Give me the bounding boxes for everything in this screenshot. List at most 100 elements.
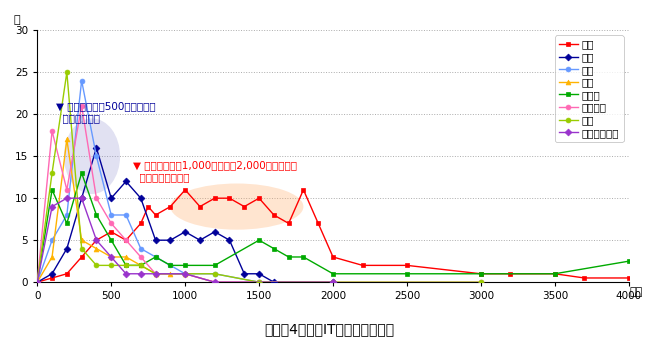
米国	[255, 196, 263, 200]
韓国	[63, 213, 71, 217]
米国	[285, 221, 293, 225]
Legend: 米国, 日本, 韓国, 中国, インド, ベトナム, タイ, インドネシア: 米国, 日本, 韓国, 中国, インド, ベトナム, タイ, インドネシア	[555, 35, 624, 142]
インド	[48, 188, 56, 192]
米国	[359, 264, 367, 268]
中国	[78, 238, 86, 242]
タイ	[477, 280, 485, 284]
米国	[477, 272, 485, 276]
中国	[166, 272, 174, 276]
インドネシア	[78, 196, 86, 200]
インドネシア	[137, 272, 145, 276]
インド	[107, 238, 115, 242]
タイ	[107, 264, 115, 268]
タイ	[329, 280, 337, 284]
ベトナム	[34, 280, 41, 284]
タイ	[137, 264, 145, 268]
米国	[226, 196, 234, 200]
米国	[122, 238, 130, 242]
韓国	[255, 280, 263, 284]
インド	[403, 272, 411, 276]
韓国	[151, 255, 159, 259]
中国	[93, 246, 101, 251]
日本	[78, 196, 86, 200]
ベトナム	[93, 196, 101, 200]
韓国	[93, 154, 101, 158]
インド	[34, 280, 41, 284]
中国	[34, 280, 41, 284]
タイ	[151, 272, 159, 276]
米国	[240, 205, 248, 209]
Text: 万円: 万円	[630, 287, 643, 297]
ベトナム	[48, 129, 56, 133]
韓国	[78, 79, 86, 83]
中国	[137, 264, 145, 268]
Text: 人: 人	[13, 15, 20, 25]
日本	[151, 238, 159, 242]
Line: 米国: 米国	[35, 187, 631, 285]
ベトナム	[211, 280, 218, 284]
中国	[63, 137, 71, 141]
米国	[181, 188, 189, 192]
日本	[211, 230, 218, 234]
韓国	[137, 246, 145, 251]
米国	[48, 276, 56, 280]
インドネシア	[122, 272, 130, 276]
インドネシア	[107, 255, 115, 259]
インド	[329, 272, 337, 276]
米国	[137, 221, 145, 225]
Line: インドネシア: インドネシア	[35, 196, 336, 285]
米国	[211, 196, 218, 200]
米国	[625, 276, 633, 280]
日本	[196, 238, 204, 242]
インドネシア	[63, 196, 71, 200]
日本	[137, 196, 145, 200]
韓国	[181, 272, 189, 276]
タイ	[78, 246, 86, 251]
米国	[166, 205, 174, 209]
インドネシア	[48, 205, 56, 209]
タイ	[63, 70, 71, 74]
中国	[151, 272, 159, 276]
日本	[34, 280, 41, 284]
インドネシア	[151, 272, 159, 276]
インド	[551, 272, 559, 276]
韓国	[166, 264, 174, 268]
タイ	[34, 280, 41, 284]
中国	[107, 255, 115, 259]
日本	[122, 180, 130, 184]
インドネシア	[93, 238, 101, 242]
Line: ベトナム: ベトナム	[35, 103, 483, 285]
タイ	[122, 264, 130, 268]
日本	[166, 238, 174, 242]
日本	[63, 246, 71, 251]
インドネシア	[181, 272, 189, 276]
ベトナム	[107, 221, 115, 225]
日本	[226, 238, 234, 242]
日本	[255, 272, 263, 276]
米国	[299, 188, 307, 192]
中国	[48, 255, 56, 259]
Line: タイ: タイ	[35, 70, 483, 285]
ベトナム	[63, 188, 71, 192]
中国	[211, 280, 218, 284]
ベトナム	[151, 272, 159, 276]
インド	[166, 264, 174, 268]
Ellipse shape	[64, 118, 120, 194]
インド	[299, 255, 307, 259]
韓国	[34, 280, 41, 284]
米国	[551, 272, 559, 276]
米国	[329, 255, 337, 259]
インド	[181, 264, 189, 268]
Line: 中国: 中国	[35, 137, 336, 285]
Ellipse shape	[170, 184, 303, 230]
ベトナム	[122, 238, 130, 242]
Text: ▼ 日本では年収500万円前後に
  回答者が集中: ▼ 日本では年収500万円前後に 回答者が集中	[57, 102, 156, 123]
Text: 参考図4．各国IT人材の年収分布: 参考図4．各国IT人材の年収分布	[264, 323, 394, 337]
インド	[93, 213, 101, 217]
日本	[93, 146, 101, 150]
米国	[151, 213, 159, 217]
中国	[255, 280, 263, 284]
タイ	[93, 264, 101, 268]
タイ	[211, 272, 218, 276]
米国	[144, 205, 152, 209]
